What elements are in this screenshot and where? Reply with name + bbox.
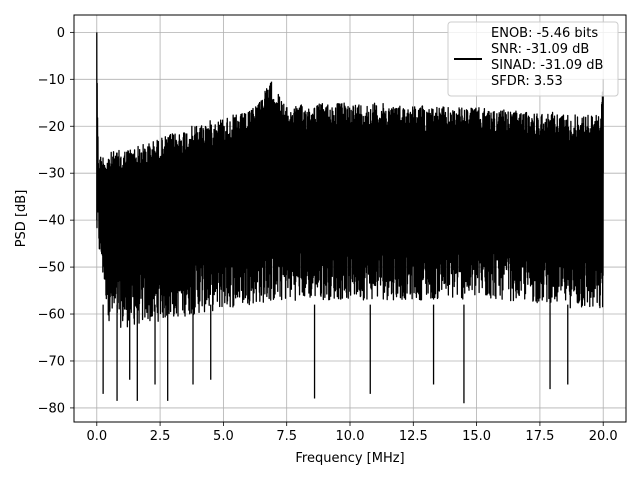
y-axis: 0 −10 −20 −30 −40 −50 −60 −70 −80 (38, 26, 74, 416)
y-tick-label: −10 (38, 73, 65, 88)
x-tick-label: 0.0 (86, 429, 107, 444)
legend-entry-snr: SNR: -31.09 dB (491, 42, 589, 57)
y-tick-label: −80 (38, 401, 65, 416)
legend-box (447, 21, 619, 97)
x-tick-label: 15.0 (462, 429, 491, 444)
y-tick-label: −70 (38, 354, 65, 369)
x-axis-label: Frequency [MHz] (295, 451, 404, 466)
legend-entry-enob: ENOB: -5.46 bits (491, 26, 598, 41)
y-tick-label: −50 (38, 261, 65, 276)
legend: ENOB: -5.46 bits SNR: -31.09 dB SINAD: -… (447, 21, 619, 97)
x-tick-label: 20.0 (589, 429, 618, 444)
x-tick-label: 5.0 (213, 429, 234, 444)
y-tick-label: −30 (38, 167, 65, 182)
x-tick-label: 2.5 (150, 429, 171, 444)
x-tick-label: 7.5 (276, 429, 297, 444)
y-axis-label: PSD [dB] (14, 190, 29, 248)
psd-trace (96, 32, 604, 404)
y-tick-label: −20 (38, 120, 65, 135)
y-tick-label: 0 (57, 26, 65, 41)
legend-entry-sinad: SINAD: -31.09 dB (491, 58, 603, 73)
x-tick-label: 10.0 (336, 429, 365, 444)
y-tick-label: −60 (38, 308, 65, 323)
x-axis: 0.0 2.5 5.0 7.5 10.0 12.5 15.0 17.5 20.0 (86, 422, 618, 444)
y-tick-label: −40 (38, 214, 65, 229)
x-tick-label: 12.5 (399, 429, 428, 444)
series-psd (96, 32, 604, 404)
x-tick-label: 17.5 (525, 429, 554, 444)
legend-entry-sfdr: SFDR: 3.53 (491, 74, 563, 89)
